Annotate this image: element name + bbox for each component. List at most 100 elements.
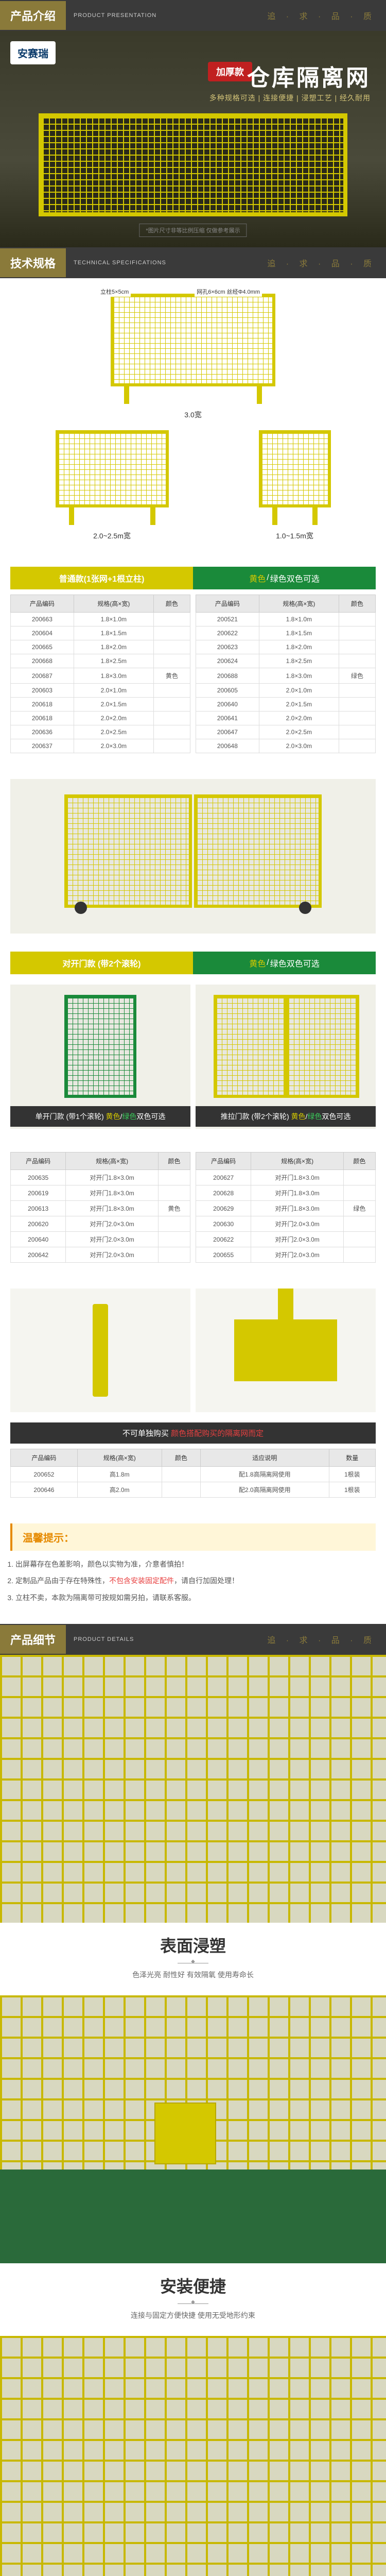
- accessory-row: [0, 1278, 386, 1422]
- section-header-spec: 技术规格 TECHNICAL SPECIFICATIONS 追 · 求 · 品 …: [0, 247, 386, 278]
- gate-table-green: 产品编码 规格(高×宽) 颜色 200627对开门1.8×3.0m200628对…: [196, 1152, 376, 1263]
- table-row: 2006651.8×2.0m: [11, 640, 190, 654]
- section-title: 技术规格: [0, 248, 66, 277]
- hero-fence-image: [39, 113, 347, 216]
- spec-annot-post: 立柱5×5cm: [98, 286, 131, 297]
- section-header-intro: 产品介绍 PRODUCT PRESENTATION 追 · 求 · 品 · 质: [0, 0, 386, 31]
- spec-annot-mesh: 网孔6×6cm 丝经Φ4.0mm: [195, 286, 262, 297]
- table-row: 2006362.0×2.5m: [11, 725, 190, 739]
- table-row: 2006231.8×2.0m: [196, 640, 376, 654]
- table-row: 2006631.8×1.0m: [11, 613, 190, 626]
- detail-image-coating: [0, 1655, 386, 1923]
- sub-variant-single: 单开门款 (带1个滚轮) 黄色/绿色双色可选: [10, 1106, 190, 1127]
- section-title: 产品细节: [0, 1625, 66, 1654]
- accessory-post: [10, 1289, 190, 1412]
- table-row: 2006472.0×2.5m: [196, 725, 376, 739]
- table-row: 2005211.8×1.0m: [196, 613, 376, 626]
- section-subtitle: PRODUCT DETAILS: [74, 1636, 134, 1642]
- variant-bar-gate: 对开门款 (带2个滚轮) 黄色/绿色双色可选: [10, 952, 376, 974]
- brand-logo: 安赛瑞: [10, 41, 56, 64]
- table-row: 200655对开门2.0×3.0m: [196, 1247, 376, 1263]
- table-row: 2006871.8×3.0m黄色: [11, 668, 190, 684]
- tips-item: 出屏幕存在色差影响，颜色以实物为准，介意者慎拍！: [15, 1558, 371, 1570]
- no-sale-notice: 不可单独购买 颜色搭配购买的隔离网而定: [10, 1422, 376, 1444]
- variant-left: 普通款(1张网+1根立柱): [10, 567, 193, 589]
- table-row: 2006482.0×3.0m: [196, 739, 376, 753]
- table-row: 2006681.8×2.5m: [11, 654, 190, 668]
- table-row: 2006221.8×1.5m: [196, 626, 376, 640]
- table-row: 2006182.0×1.5m: [11, 698, 190, 711]
- detail-image-mesh: [0, 2336, 386, 2576]
- section-subtitle: PRODUCT PRESENTATION: [74, 12, 156, 19]
- detail-title: 安装便捷: [0, 2274, 386, 2297]
- variant-bar-standard: 普通款(1张网+1根立柱) 黄色/绿色双色可选: [10, 567, 376, 589]
- gate-table-yellow: 产品编码 规格(高×宽) 颜色 200635对开门1.8×3.0m200619对…: [10, 1152, 190, 1263]
- spec-label: 2.0~2.5m宽: [56, 531, 169, 541]
- spec-label: 1.0~1.5m宽: [259, 531, 331, 541]
- section-subtitle: TECHNICAL SPECIFICATIONS: [74, 260, 166, 266]
- table-row: 200629对开门1.8×3.0m绿色: [196, 1201, 376, 1216]
- hero-note: *图片尺寸非等比例压缩 仅做参考展示: [139, 224, 247, 237]
- table-row: 2006881.8×3.0m绿色: [196, 668, 376, 684]
- standard-table-yellow: 产品编码 规格(高×宽) 颜色 2006631.8×1.0m2006041.8×…: [10, 595, 190, 753]
- tips-header: 温馨提示：: [10, 1523, 376, 1551]
- table-row: 2006402.0×1.5m: [196, 698, 376, 711]
- variant-left: 对开门款 (带2个滚轮): [10, 952, 193, 974]
- section-dots: 追 · 求 · 品 · 质: [267, 9, 376, 22]
- tips-list: 出屏幕存在色差影响，颜色以实物为准，介意者慎拍！ 定制品产品由于存在特殊性，不包…: [0, 1551, 386, 1624]
- table-row: 2006412.0×2.0m: [196, 711, 376, 725]
- detail-section-2: 安装便捷 连接与固定方便快捷 使用无受地形约束: [0, 1995, 386, 2336]
- detail-desc: 连接与固定方便快捷 使用无受地形约束: [0, 2310, 386, 2320]
- hero-features: 多种规格可选 | 连接便捷 | 浸塑工艺 | 经久耐用: [209, 93, 371, 103]
- table-row: 200622对开门2.0×3.0m: [196, 1232, 376, 1247]
- accessory-table: 产品编码 规格(高×宽) 颜色 适应说明 数量 200652高1.8m配1.8高…: [10, 1449, 376, 1498]
- gate-slide-image: 推拉门款 (带2个滚轮) 黄色/绿色双色可选: [196, 985, 376, 1129]
- table-row: 200619对开门1.8×3.0m: [11, 1185, 190, 1201]
- gate-section: [0, 769, 386, 952]
- table-row: 200628对开门1.8×3.0m: [196, 1185, 376, 1201]
- table-row: 2006052.0×1.0m: [196, 684, 376, 698]
- gate-double-image: [10, 779, 376, 934]
- detail-image-install: [0, 1995, 386, 2263]
- hero-title: 仓库隔离网: [247, 59, 371, 92]
- gate-single-image: 单开门款 (带1个滚轮) 黄色/绿色双色可选: [10, 985, 190, 1129]
- gate-tables: 产品编码 规格(高×宽) 颜色 200635对开门1.8×3.0m200619对…: [0, 1147, 386, 1278]
- section-dots: 追 · 求 · 品 · 质: [267, 1633, 376, 1646]
- spec-fence-medium: [56, 430, 169, 507]
- table-row: 200640对开门2.0×3.0m: [11, 1232, 190, 1247]
- standard-tables: 产品编码 规格(高×宽) 颜色 2006631.8×1.0m2006041.8×…: [0, 589, 386, 769]
- variant-right: 黄色/绿色双色可选: [193, 567, 376, 589]
- variant-right: 黄色/绿色双色可选: [193, 952, 376, 974]
- table-row: 200630对开门2.0×3.0m: [196, 1216, 376, 1232]
- section-header-detail: 产品细节 PRODUCT DETAILS 追 · 求 · 品 · 质: [0, 1624, 386, 1655]
- spec-diagram: 立柱5×5cm 网孔6×6cm 丝经Φ4.0mm 3.0宽 2.0~2.5m宽 …: [0, 278, 386, 567]
- gate-split-row: 单开门款 (带1个滚轮) 黄色/绿色双色可选 推拉门款 (带2个滚轮) 黄色/绿…: [10, 985, 376, 1129]
- accessory-table-wrap: 产品编码 规格(高×宽) 颜色 适应说明 数量 200652高1.8m配1.8高…: [0, 1444, 386, 1513]
- spec-fence-large: 立柱5×5cm 网孔6×6cm 丝经Φ4.0mm: [111, 294, 275, 386]
- detail-desc: 色泽光亮 耐性好 有效隔氧 使用寿命长: [0, 1970, 386, 1980]
- sub-variant-slide: 推拉门款 (带2个滚轮) 黄色/绿色双色可选: [196, 1106, 376, 1127]
- table-row: 2006372.0×3.0m: [11, 739, 190, 753]
- table-row: 2006241.8×2.5m: [196, 654, 376, 668]
- detail-section-3: 均匀网孔 6×6cm网孔 均匀焊接 牢固耐用 美观大气: [0, 2336, 386, 2576]
- detail-title: 表面浸塑: [0, 1933, 386, 1957]
- tips-item: 立柱不卖，本款为隔离带可按规如需另拍，请联系客服。: [15, 1592, 371, 1603]
- table-row: 200635对开门1.8×3.0m: [11, 1170, 190, 1185]
- table-row: 200646高2.0m配2.0高隔离网使用1根装: [11, 1482, 376, 1498]
- spec-label: 3.0宽: [111, 410, 275, 420]
- accessory-base: [196, 1289, 376, 1412]
- divider-icon: [178, 2303, 208, 2304]
- spec-fence-small: [259, 430, 331, 507]
- table-row: 200627对开门1.8×3.0m: [196, 1170, 376, 1185]
- section-dots: 追 · 求 · 品 · 质: [267, 257, 376, 269]
- table-row: 2006032.0×1.0m: [11, 684, 190, 698]
- table-row: 200613对开门1.8×3.0m黄色: [11, 1201, 190, 1216]
- table-row: 2006182.0×2.0m: [11, 711, 190, 725]
- hero-badge: 加厚款: [208, 62, 252, 81]
- detail-section-1: 表面浸塑 色泽光亮 耐性好 有效隔氧 使用寿命长: [0, 1655, 386, 1995]
- table-row: 200652高1.8m配1.8高隔离网使用1根装: [11, 1467, 376, 1482]
- table-row: 2006041.8×1.5m: [11, 626, 190, 640]
- table-row: 200620对开门2.0×3.0m: [11, 1216, 190, 1232]
- standard-table-green: 产品编码 规格(高×宽) 颜色 2005211.8×1.0m2006221.8×…: [196, 595, 376, 753]
- section-title: 产品介绍: [0, 1, 66, 30]
